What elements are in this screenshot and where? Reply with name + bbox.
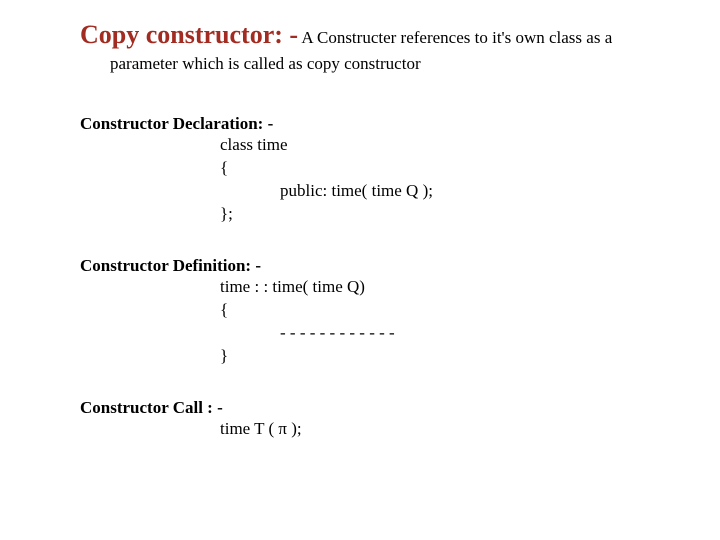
declaration-code: class time { public: time( time Q ); };	[220, 134, 680, 226]
section-definition: Constructor Definition: - time : : time(…	[80, 256, 680, 368]
section-call: Constructor Call : - time T ( π );	[80, 398, 680, 441]
definition-code: time : : time( time Q) { - - - - - - - -…	[220, 276, 680, 368]
section-declaration: Constructor Declaration: - class time { …	[80, 114, 680, 226]
title-desc-1: A Constructer references to it's own cla…	[298, 28, 612, 47]
title-line: Copy constructor: - A Constructer refere…	[80, 20, 680, 50]
code-line-inner: - - - - - - - - - - - -	[280, 322, 680, 345]
code-line: };	[220, 203, 680, 226]
code-line: time : : time( time Q)	[220, 276, 680, 299]
code-line: class time	[220, 134, 680, 157]
title-desc-2: parameter which is called as copy constr…	[110, 54, 680, 74]
call-heading: Constructor Call : -	[80, 398, 680, 418]
code-line: {	[220, 299, 680, 322]
call-code: time T ( π );	[220, 418, 680, 441]
code-line: time T ( π );	[220, 418, 680, 441]
declaration-heading: Constructor Declaration: -	[80, 114, 680, 134]
page-title: Copy constructor: -	[80, 20, 298, 49]
definition-heading: Constructor Definition: -	[80, 256, 680, 276]
slide-container: Copy constructor: - A Constructer refere…	[0, 0, 720, 540]
code-line: {	[220, 157, 680, 180]
code-line-inner: public: time( time Q );	[280, 180, 680, 203]
code-line: }	[220, 345, 680, 368]
